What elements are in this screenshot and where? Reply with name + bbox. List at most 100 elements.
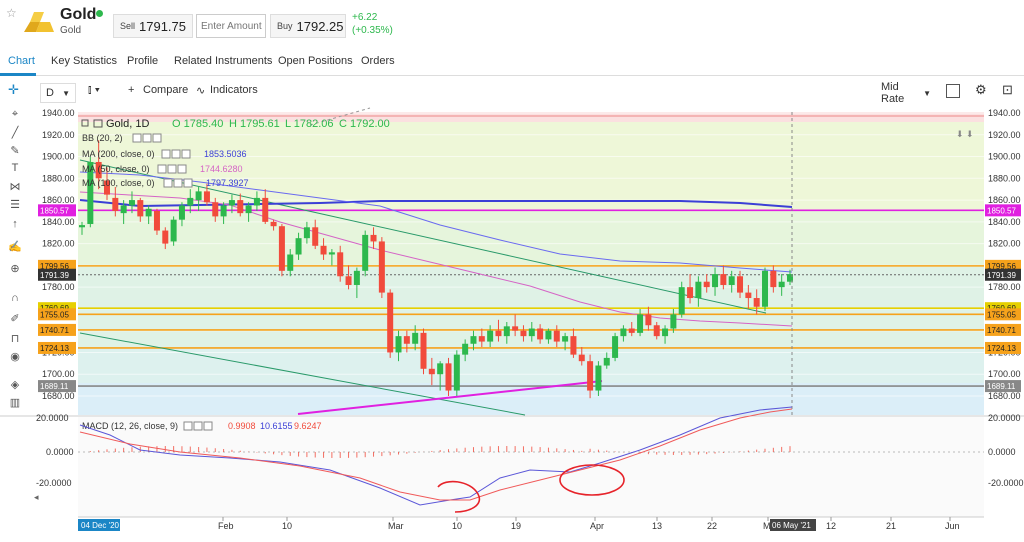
candle <box>512 314 519 337</box>
candle-body <box>678 287 685 315</box>
tab-chart[interactable]: Chart <box>8 55 35 67</box>
eye-icon[interactable]: ◉ <box>10 351 20 363</box>
text-tool-icon[interactable]: T <box>11 162 19 174</box>
close-icon[interactable] <box>177 164 187 174</box>
gear-icon[interactable]: ⚙ <box>975 82 987 97</box>
fib-icon[interactable]: ☰ <box>10 199 20 211</box>
candle <box>245 202 252 222</box>
candle-body <box>412 332 419 344</box>
tab-orders[interactable]: Orders <box>361 55 395 67</box>
level-tag <box>985 323 1021 336</box>
level-tag <box>38 308 76 321</box>
eye-icon[interactable] <box>183 421 193 431</box>
measure-icon[interactable]: ✍ <box>8 241 22 253</box>
rate-select[interactable]: Mid Rate ▼ <box>876 81 936 105</box>
candle-body <box>745 292 752 299</box>
arrow-up-icon[interactable]: ↑ <box>12 218 18 230</box>
level-tag-label: 1689.11 <box>987 382 1016 391</box>
gear-icon[interactable] <box>173 178 183 188</box>
candle-body <box>245 205 252 214</box>
chevron-down-icon: ▼ <box>62 88 70 98</box>
candle-body <box>770 270 777 288</box>
eye-icon[interactable] <box>157 164 167 174</box>
sell-button[interactable]: Sell 1791.75 <box>113 14 193 38</box>
crosshair-icon[interactable]: ✛ <box>8 82 19 97</box>
candle <box>195 187 202 211</box>
macd-tick-right: -20.0000 <box>988 478 1024 488</box>
lock-icon[interactable]: ⊓ <box>10 333 20 345</box>
candle <box>612 332 619 362</box>
candle <box>253 191 260 211</box>
candle-body <box>720 274 727 285</box>
tab-profile[interactable]: Profile <box>127 55 159 67</box>
candle-body <box>145 208 152 217</box>
candle-body <box>103 180 110 195</box>
macd-tick-right: 0.0000 <box>988 447 1016 457</box>
candle <box>578 347 585 366</box>
favorite-star-icon[interactable]: ☆ <box>6 6 17 20</box>
candle <box>295 232 302 260</box>
scroll-arrows-icon[interactable]: ⬇ ⬇ <box>956 129 974 139</box>
close-icon[interactable] <box>152 133 162 143</box>
layers-icon[interactable]: ◈ <box>10 379 20 391</box>
level-tag <box>985 268 1021 281</box>
candle-body <box>328 252 335 255</box>
candle <box>503 321 510 344</box>
gear-icon[interactable] <box>171 149 181 159</box>
gear-icon[interactable] <box>193 421 203 431</box>
zoom-icon[interactable]: ⊕ <box>10 263 20 275</box>
macd-tick-left: -20.0000 <box>36 478 72 488</box>
eye-icon[interactable] <box>163 178 173 188</box>
candle-body <box>237 200 244 214</box>
compare-button[interactable]: Compare <box>143 84 189 96</box>
candle-body <box>645 314 652 326</box>
legend-title: Gold, 1D <box>106 118 149 130</box>
candle <box>312 219 319 250</box>
candle <box>103 167 110 201</box>
magnet-icon[interactable]: ∩ <box>11 292 19 304</box>
tab-related-instruments[interactable]: Related Instruments <box>174 55 273 67</box>
buy-button[interactable]: Buy 1792.25 <box>270 14 346 38</box>
legend-ma100: MA (100, close, 0) <box>82 178 155 188</box>
gear-icon[interactable] <box>142 133 152 143</box>
close-icon[interactable] <box>181 149 191 159</box>
indicators-button[interactable]: Indicators <box>210 84 258 96</box>
level-tag-label: 1724.13 <box>40 344 69 353</box>
line-tool-icon[interactable]: ╱ <box>11 127 19 139</box>
close-icon[interactable] <box>183 178 193 188</box>
tab-open-positions[interactable]: Open Positions <box>278 55 353 67</box>
pattern-icon[interactable]: ⋈ <box>9 181 21 193</box>
camera-icon[interactable]: ⊡ <box>1002 82 1013 97</box>
brush-icon[interactable]: ✎ <box>10 145 20 157</box>
support-line <box>297 380 603 415</box>
y-tick-label: 1680.00 <box>988 391 1021 401</box>
amount-input[interactable] <box>196 14 266 38</box>
x-tick-label: Ma <box>763 521 776 531</box>
candle-body <box>562 336 569 342</box>
candle <box>278 224 285 277</box>
cursor-icon[interactable]: ⌖ <box>11 108 19 120</box>
tab-key-statistics[interactable]: Key Statistics <box>51 55 118 67</box>
legend-ma50: MA (50, close, 0) <box>82 164 150 174</box>
candle-type-icon[interactable]: ⫾ ▾ <box>88 84 100 96</box>
interval-select[interactable]: D ▼ <box>40 83 76 103</box>
candle <box>79 221 85 235</box>
x-tick-label: Jun <box>945 521 960 531</box>
pencil-lock-icon[interactable]: ✐ <box>10 313 20 325</box>
macd-histogram <box>89 446 791 458</box>
eye-icon[interactable] <box>132 133 142 143</box>
gear-icon[interactable] <box>167 164 177 174</box>
level-tag-label: 1850.57 <box>987 206 1016 215</box>
candle <box>345 265 352 290</box>
x-tick-label: Feb <box>218 521 234 531</box>
panel-collapse-icon[interactable]: ◂ <box>34 492 39 502</box>
fullscreen-icon[interactable] <box>946 84 960 98</box>
close-icon[interactable] <box>203 421 213 431</box>
eye-icon[interactable] <box>161 149 171 159</box>
candle <box>262 189 269 225</box>
candle-body <box>628 328 635 333</box>
trash-icon[interactable]: ▥ <box>9 397 21 409</box>
candle-body <box>120 205 127 214</box>
candle-body <box>787 274 793 282</box>
